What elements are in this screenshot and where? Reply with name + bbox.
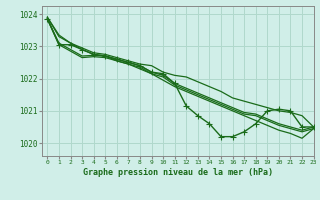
X-axis label: Graphe pression niveau de la mer (hPa): Graphe pression niveau de la mer (hPa) xyxy=(83,168,273,177)
